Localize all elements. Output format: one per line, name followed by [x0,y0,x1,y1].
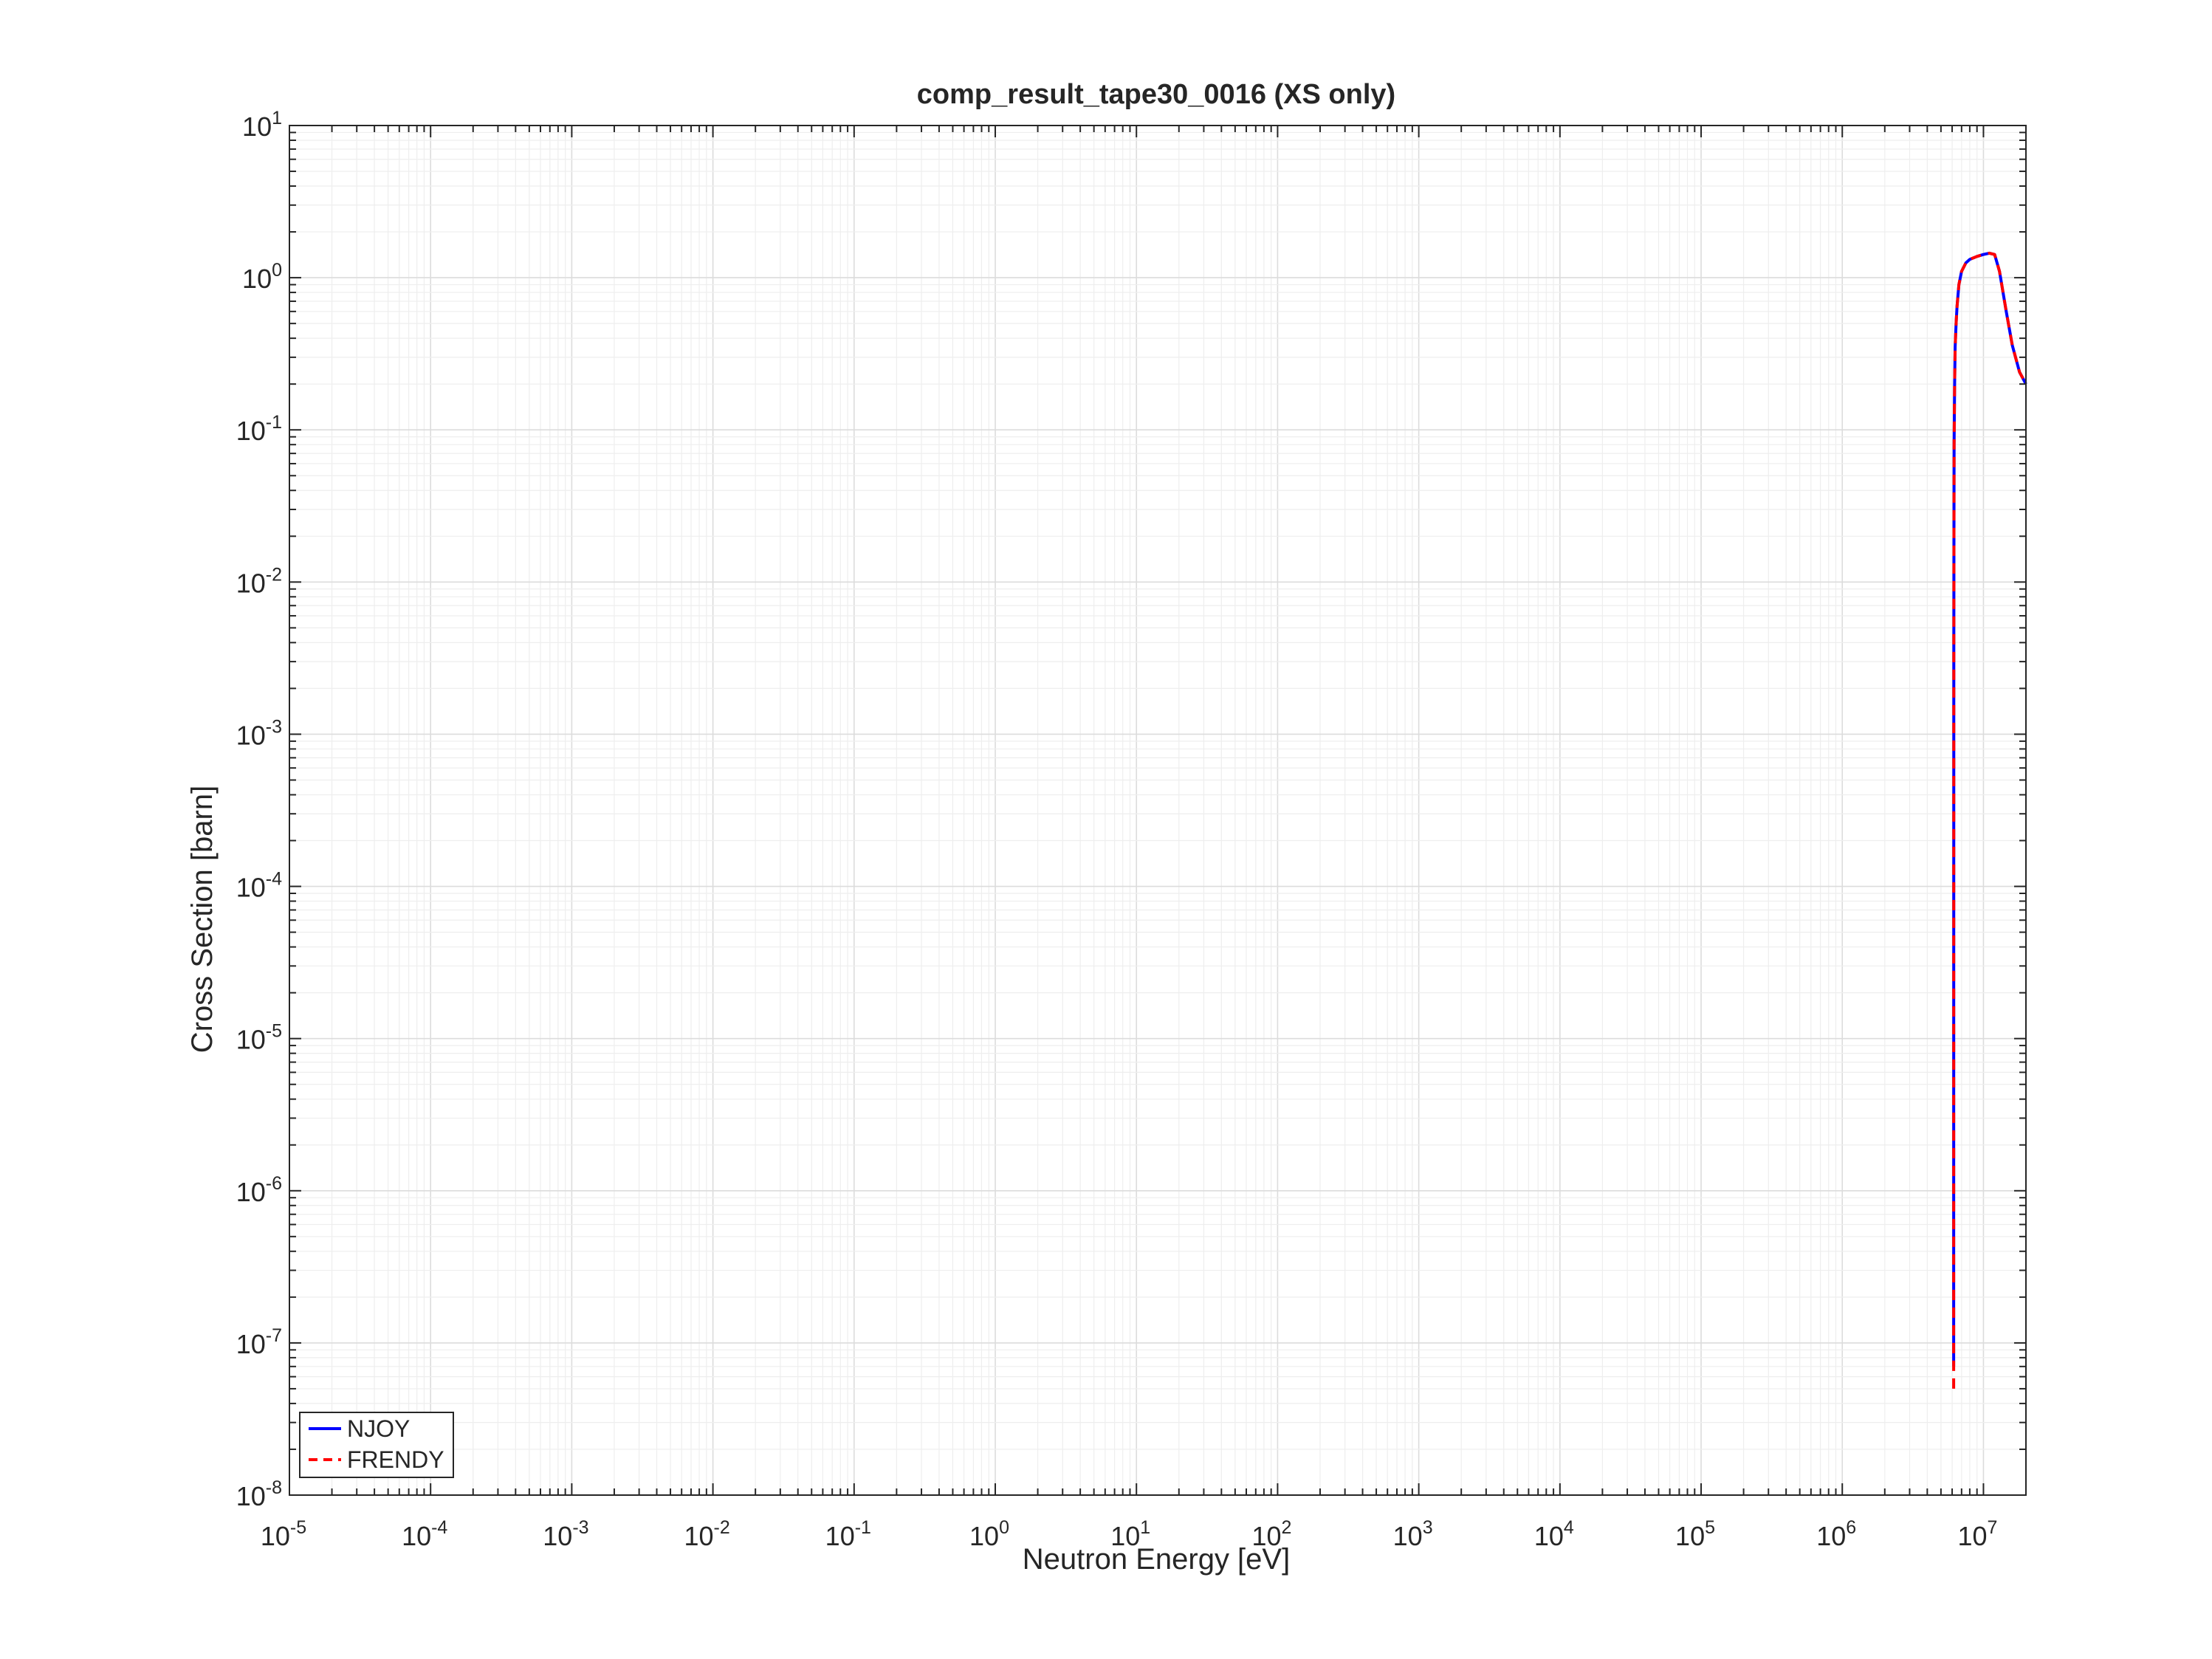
axis-ticks [289,125,2027,1496]
x-tick-labels: 10-5 10-4 10-3 10-2 10-1 100 101 102 103 104 105 10… [261,1517,1998,1551]
x-tick-label: 10-2 [684,1517,729,1551]
y-tick-label: 10-3 [236,716,282,750]
y-tick-label: 10-5 [236,1021,282,1055]
x-tick-label: 10-4 [402,1517,447,1551]
x-tick-label: 10-5 [261,1517,306,1551]
legend-label-frendy: FRENDY [347,1446,444,1473]
y-axis-label: Cross Section [barn] [186,786,219,1053]
x-tick-label: 10-3 [543,1517,588,1551]
x-tick-label: 104 [1534,1517,1574,1551]
x-tick-label: 103 [1393,1517,1433,1551]
y-tick-label: 10-2 [236,564,282,598]
y-tick-label: 10-7 [236,1325,282,1359]
legend-box [299,1412,454,1478]
legend-label-njoy: NJOY [347,1415,410,1442]
x-tick-label: 105 [1675,1517,1715,1551]
x-tick-label: 101 [1110,1517,1150,1551]
y-tick-label: 10-1 [236,412,282,446]
grid [289,125,2027,1496]
x-tick-label: 100 [969,1517,1009,1551]
legend: NJOY FRENDY [299,1412,454,1478]
x-tick-label: 107 [1957,1517,1997,1551]
y-tick-label: 100 [242,260,282,294]
y-tick-label: 10-6 [236,1173,282,1207]
x-axis-label: Neutron Energy [eV] [1023,1543,1290,1576]
x-tick-label: 106 [1816,1517,1856,1551]
y-tick-label: 10-8 [236,1477,282,1511]
y-tick-label: 10-4 [236,869,282,903]
x-tick-label: 10-1 [825,1517,871,1551]
series-lines [1952,251,2027,1389]
chart-title: comp_result_tape30_0016 (XS only) [917,79,1395,110]
y-tick-labels: 10-8 10-7 10-6 10-5 10-4 10-3 10-2 10-1 100 101 [236,108,282,1511]
plot-area-frame [289,125,2027,1496]
series-line-njoy [1952,251,2027,1367]
x-tick-label: 102 [1251,1517,1291,1551]
y-tick-label: 101 [242,108,282,142]
series-line-frendy [1952,251,2027,1389]
